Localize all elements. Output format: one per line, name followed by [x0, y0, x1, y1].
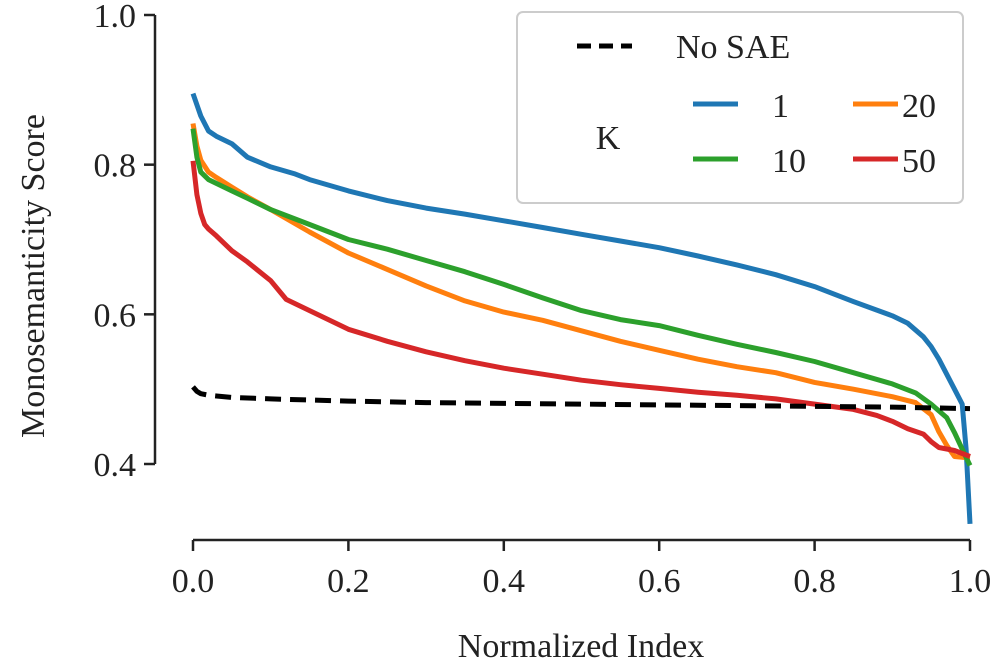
series-line-k50	[190, 160, 971, 459]
legend: No SAE K 1 10 20 50	[516, 11, 964, 204]
series-line-k1	[190, 92, 973, 525]
y-tick-label: 0.8	[94, 148, 137, 185]
y-tick-label: 0.6	[94, 297, 137, 334]
legend-label-no-sae: No SAE	[676, 29, 790, 66]
y-tick-label: 1.0	[94, 0, 137, 35]
x-tick-label: 1.0	[949, 563, 992, 600]
y-axis-title: Monosemanticity Score	[15, 114, 52, 438]
x-tick-label: 0.0	[172, 563, 215, 600]
legend-box	[516, 11, 964, 204]
x-tick-label: 0.8	[793, 563, 836, 600]
axes	[153, 15, 970, 542]
x-tick-label: 0.2	[327, 563, 370, 600]
legend-label-k50: 50	[902, 143, 936, 180]
x-ticks: 0.0 0.2 0.4 0.6 0.8 1.0	[172, 540, 992, 600]
x-axis-title: Normalized Index	[458, 628, 704, 665]
legend-group-title: K	[596, 120, 621, 157]
x-tick-label: 0.4	[483, 563, 526, 600]
y-tick-label: 0.4	[94, 447, 137, 484]
x-tick-label: 0.6	[638, 563, 681, 600]
series-line-k20	[190, 123, 971, 461]
series-line-no-sae	[191, 385, 971, 412]
y-ticks: 0.4 0.6 0.8 1.0	[94, 0, 155, 484]
legend-label-k20: 20	[902, 88, 936, 125]
series-line-k10	[190, 128, 973, 467]
legend-label-k10: 10	[772, 143, 806, 180]
legend-label-k1: 1	[772, 88, 789, 125]
series-lines	[190, 92, 973, 525]
